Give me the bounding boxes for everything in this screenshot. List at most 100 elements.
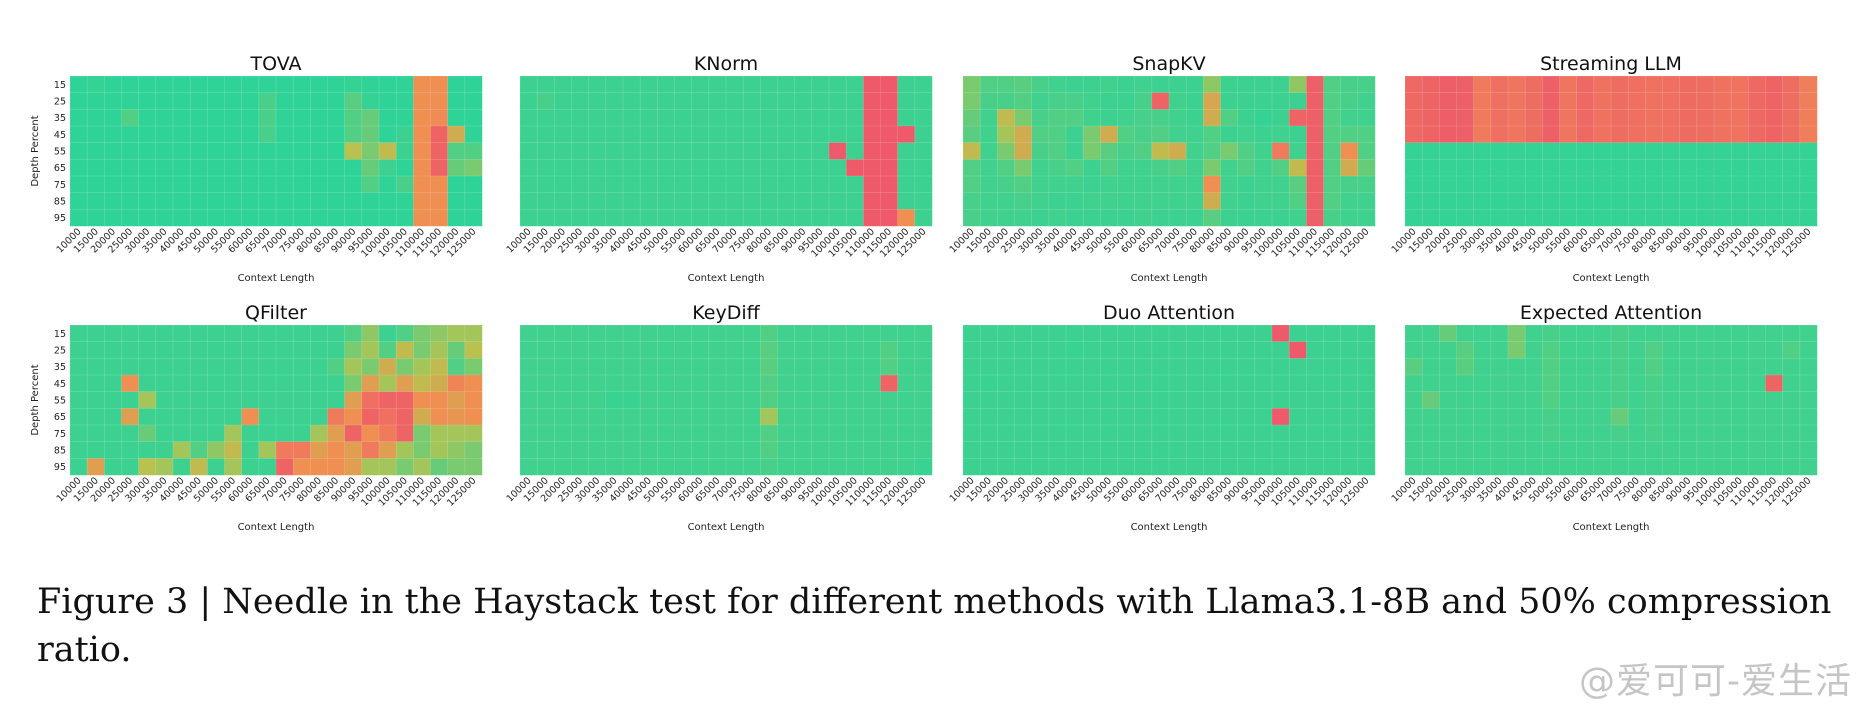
heatmap-cell: [708, 175, 727, 194]
heatmap-cell: [1473, 175, 1492, 194]
heatmap-cell: [378, 341, 397, 359]
heatmap-cell: [708, 458, 727, 476]
heatmap-cell: [1185, 441, 1204, 459]
heatmap-cell: [845, 441, 864, 459]
heatmap-cell: [605, 109, 624, 127]
heatmap-cell: [639, 424, 658, 443]
heatmap-cell: [138, 109, 157, 127]
heatmap-cell: [1271, 341, 1290, 359]
heatmap-cell: [997, 109, 1016, 127]
heatmap-cell: [275, 159, 294, 177]
heatmap-cell: [1782, 75, 1801, 94]
heatmap-cell: [1185, 358, 1204, 376]
y-tick-label: 45: [54, 130, 66, 141]
heatmap-cell: [1082, 209, 1101, 227]
heatmap-cell: [1679, 324, 1698, 343]
heatmap-cell: [378, 391, 397, 409]
heatmap-cell: [605, 175, 624, 194]
y-tick-label: 65: [54, 163, 66, 174]
heatmap-cell: [310, 159, 329, 177]
heatmap-cell: [760, 374, 779, 393]
heatmap-cell: [1151, 192, 1170, 210]
heatmap-cell: [760, 92, 779, 110]
heatmap-cell: [962, 75, 981, 94]
heatmap-cell: [1306, 408, 1325, 426]
heatmap-cell: [828, 408, 847, 426]
heatmap-cell: [138, 192, 157, 210]
heatmap-cell: [1031, 341, 1050, 359]
heatmap-cell: [327, 358, 346, 376]
heatmap-cell: [1782, 142, 1801, 160]
heatmap-cell: [1100, 408, 1119, 426]
heatmap-cell: [828, 358, 847, 376]
heatmap-cell: [207, 159, 226, 177]
heatmap-cell: [1082, 192, 1101, 210]
heatmap-cell: [464, 424, 483, 443]
heatmap-cell: [447, 441, 466, 459]
heatmap-cell: [725, 324, 744, 343]
heatmap-cell: [674, 125, 693, 144]
heatmap-cell: [1696, 391, 1715, 409]
heatmap-cell: [897, 92, 916, 110]
heatmap-cell: [1134, 159, 1153, 177]
heatmap-cell: [86, 374, 105, 393]
heatmap-cell: [1082, 92, 1101, 110]
heatmap-cell: [657, 125, 676, 144]
heatmap-cell: [395, 408, 414, 426]
heatmap-cell: [1627, 408, 1646, 426]
heatmap-cell: [464, 341, 483, 359]
heatmap-cell: [1593, 458, 1612, 476]
heatmap-cell: [327, 391, 346, 409]
heatmap-cell: [622, 441, 641, 459]
heatmap-cell: [1014, 391, 1033, 409]
heatmap-cell: [1014, 324, 1033, 343]
heatmap-cell: [1696, 358, 1715, 376]
heatmap-cell: [1151, 358, 1170, 376]
heatmap-cell: [811, 142, 830, 160]
heatmap-cell: [519, 109, 538, 127]
heatmap-cell: [708, 441, 727, 459]
heatmap-cell: [1421, 441, 1440, 459]
heatmap-cell: [794, 109, 813, 127]
heatmap-cell: [292, 391, 311, 409]
heatmap-cell: [378, 175, 397, 194]
heatmap-cell: [1421, 192, 1440, 210]
heatmap-cell: [1421, 341, 1440, 359]
heatmap-cell: [241, 209, 260, 227]
heatmap-cell: [811, 441, 830, 459]
heatmap-cell: [1696, 424, 1715, 443]
heatmap-cell: [1730, 358, 1749, 376]
heatmap-cell: [86, 75, 105, 94]
heatmap-cell: [155, 358, 174, 376]
heatmap-cell: [571, 192, 590, 210]
heatmap-cell: [1185, 209, 1204, 227]
heatmap-cell: [1765, 109, 1784, 127]
x-axis-label: Context Length: [688, 522, 765, 533]
heatmap-cell: [863, 458, 882, 476]
heatmap-cell: [1031, 192, 1050, 210]
heatmap-cell: [1100, 391, 1119, 409]
heatmap-cell: [1306, 374, 1325, 393]
heatmap-cell: [1014, 142, 1033, 160]
heatmap-cell: [361, 424, 380, 443]
heatmap-cell: [310, 92, 329, 110]
heatmap-cell: [588, 358, 607, 376]
heatmap-cell: [1542, 458, 1561, 476]
heatmap-cell: [997, 391, 1016, 409]
heatmap-cell: [86, 408, 105, 426]
heatmap-cell: [1799, 408, 1818, 426]
heatmap-cell: [1340, 391, 1359, 409]
heatmap-cell: [1576, 391, 1595, 409]
heatmap-cell: [1237, 75, 1256, 94]
heatmap-cell: [554, 408, 573, 426]
heatmap-cell: [1473, 92, 1492, 110]
heatmap-cell: [207, 209, 226, 227]
heatmap-cell: [1730, 75, 1749, 94]
heatmap-cell: [1765, 209, 1784, 227]
heatmap-cell: [1593, 391, 1612, 409]
heatmap-cell: [1645, 209, 1664, 227]
heatmap-cell: [1696, 192, 1715, 210]
heatmap-cell: [86, 441, 105, 459]
heatmap-cell: [224, 75, 243, 94]
heatmap-cell: [1799, 75, 1818, 94]
